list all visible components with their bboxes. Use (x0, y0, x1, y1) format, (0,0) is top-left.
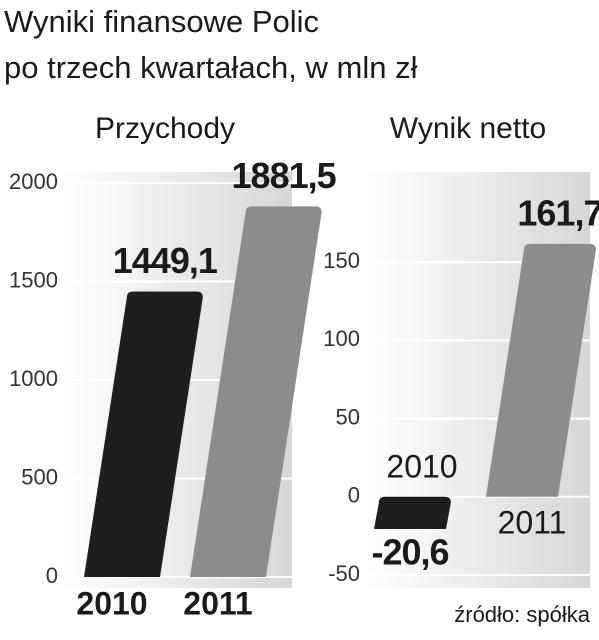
bar (84, 291, 203, 577)
y-tick-label: 100 (323, 326, 360, 351)
y-tick-label: 1500 (9, 267, 58, 292)
panel-title: Wynik netto (390, 112, 546, 145)
y-tick-label: 150 (323, 248, 360, 273)
chart-title: Wyniki finansowe Polic (4, 4, 319, 39)
y-tick-label: 0 (46, 563, 58, 588)
bar (374, 496, 451, 530)
y-tick-label: 0 (348, 483, 360, 508)
y-tick-label: 500 (21, 464, 58, 489)
panel-title: Przychody (95, 112, 235, 145)
chart-subtitle: po trzech kwartałach, w mln zł (4, 50, 418, 85)
value-label: 1449,1 (113, 240, 218, 281)
y-tick-label: 2000 (9, 169, 58, 194)
x-tick-label: 2010 (76, 585, 147, 621)
y-tick-label: 50 (336, 404, 360, 429)
y-tick-label: 1000 (9, 366, 58, 391)
value-label: 161,7 (517, 192, 599, 233)
value-label: 1881,5 (232, 155, 337, 196)
x-tick-label: 2011 (498, 504, 567, 540)
source: źródło: spółka (454, 602, 591, 627)
x-tick-label: 2011 (183, 585, 252, 621)
y-tick-label: -50 (328, 561, 360, 586)
bar (190, 206, 322, 578)
value-label: -20,6 (371, 532, 448, 573)
bar (486, 243, 596, 497)
x-tick-label: 2010 (386, 448, 457, 484)
